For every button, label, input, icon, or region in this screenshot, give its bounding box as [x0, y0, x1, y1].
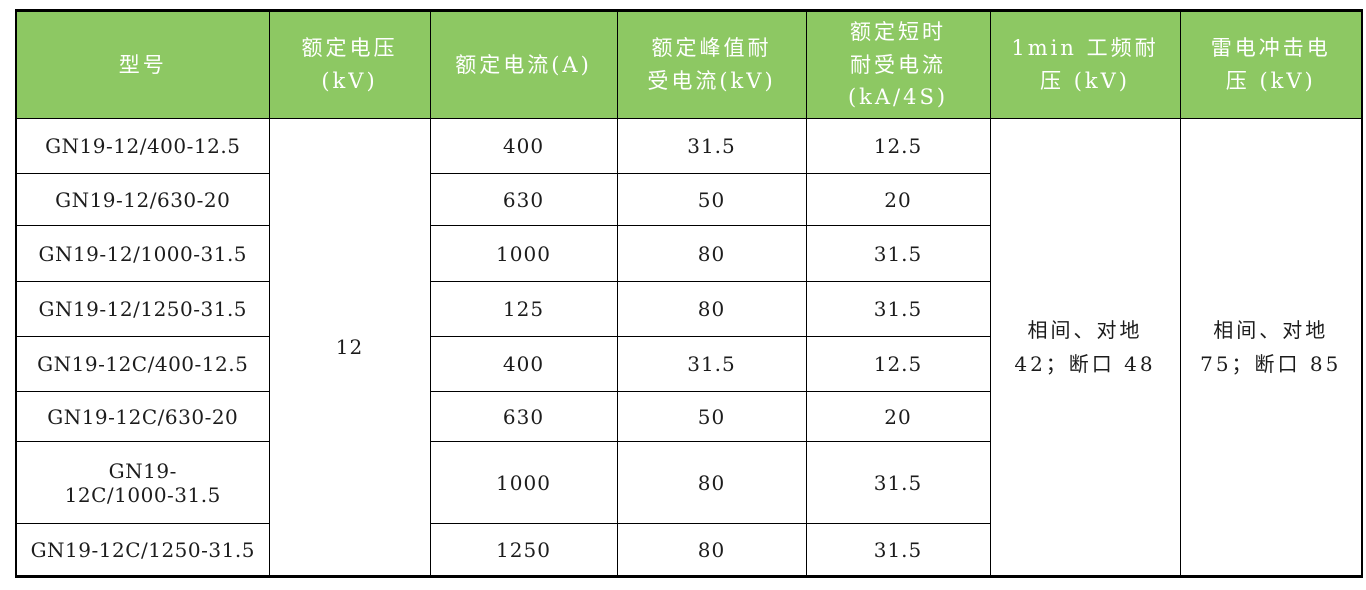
col-header-model: 型号	[15, 10, 270, 119]
col-header-power-frequency-withstand-voltage: 1min 工频耐 压 (kV)	[989, 10, 1181, 119]
table-row: GN19-12C/400-12.5 400 31.5 12.5	[15, 336, 1362, 392]
short-time-withstand-current-cell: 20	[805, 391, 991, 442]
short-time-withstand-current-cell: 31.5	[805, 225, 991, 282]
peak-withstand-current-cell: 50	[616, 173, 807, 226]
peak-withstand-current-cell: 31.5	[616, 336, 807, 392]
peak-withstand-current-cell: 80	[616, 441, 807, 524]
table-row: GN19-12/400-12.5 12 400 31.5 12.5 相间、对地 …	[15, 118, 1363, 577]
rated-current-cell: 1000	[429, 441, 618, 524]
peak-withstand-current-cell: 80	[616, 281, 807, 337]
rated-current-cell: 630	[429, 391, 618, 442]
short-time-withstand-current-cell: 12.5	[805, 118, 991, 174]
model-cell: GN19-12/630-20	[15, 173, 270, 226]
peak-withstand-current-cell: 80	[616, 523, 807, 577]
switch-spec-table: 型号 额定电压 (kV) 额定电流(A) 额定峰值耐 受电流(kV) 额定短时 …	[15, 9, 1363, 578]
model-cell: GN19-12/1000-31.5	[15, 225, 270, 282]
peak-withstand-current-cell: 80	[616, 225, 807, 282]
peak-withstand-current-cell: 50	[616, 391, 807, 442]
rated-current-cell: 400	[429, 118, 618, 174]
power-frequency-withstand-merged-cell: 相间、对地 42；断口 48	[989, 118, 1181, 577]
rated-current-cell: 125	[429, 281, 618, 337]
lightning-impulse-merged-cell: 相间、对地 75；断口 85	[1179, 118, 1363, 577]
short-time-withstand-current-cell: 31.5	[805, 523, 991, 577]
col-header-short-time-withstand-current: 额定短时 耐受电流 (kA/4S)	[805, 10, 991, 119]
rated-current-cell: 630	[429, 173, 618, 226]
rated-current-cell: 1000	[429, 225, 618, 282]
model-cell: GN19-12C/1250-31.5	[15, 523, 270, 577]
short-time-withstand-current-cell: 31.5	[805, 281, 991, 337]
table-header-row: 型号 额定电压 (kV) 额定电流(A) 额定峰值耐 受电流(kV) 额定短时 …	[15, 10, 1363, 119]
model-cell: GN19-12C/400-12.5	[15, 336, 270, 392]
col-header-peak-withstand-current: 额定峰值耐 受电流(kV)	[616, 10, 807, 119]
peak-withstand-current-cell: 31.5	[616, 118, 807, 174]
col-header-rated-current: 额定电流(A)	[429, 10, 618, 119]
short-time-withstand-current-cell: 12.5	[805, 336, 991, 392]
model-cell: GN19- 12C/1000-31.5	[15, 441, 270, 524]
model-cell: GN19-12/1250-31.5	[15, 281, 270, 337]
rated-voltage-merged-cell: 12	[268, 118, 431, 577]
rated-current-cell: 1250	[429, 523, 618, 577]
col-header-lightning-impulse-voltage: 雷电冲击电 压 (kV)	[1179, 10, 1363, 119]
rated-current-cell: 400	[429, 336, 618, 392]
table-row: GN19- 12C/1000-31.5 1000 80 31.5	[15, 441, 1362, 524]
spec-table-container: 型号 额定电压 (kV) 额定电流(A) 额定峰值耐 受电流(kV) 额定短时 …	[15, 9, 1363, 578]
model-cell: GN19-12C/630-20	[15, 391, 270, 442]
table-row: GN19-12C/1250-31.5 1250 80 31.5	[15, 523, 1362, 577]
model-cell: GN19-12/400-12.5	[15, 118, 270, 174]
short-time-withstand-current-cell: 20	[805, 173, 991, 226]
short-time-withstand-current-cell: 31.5	[805, 441, 991, 524]
table-row: GN19-12C/630-20 630 50 20	[15, 391, 1362, 442]
table-row: GN19-12/1250-31.5 125 80 31.5	[15, 281, 1362, 337]
col-header-rated-voltage: 额定电压 (kV)	[268, 10, 431, 119]
